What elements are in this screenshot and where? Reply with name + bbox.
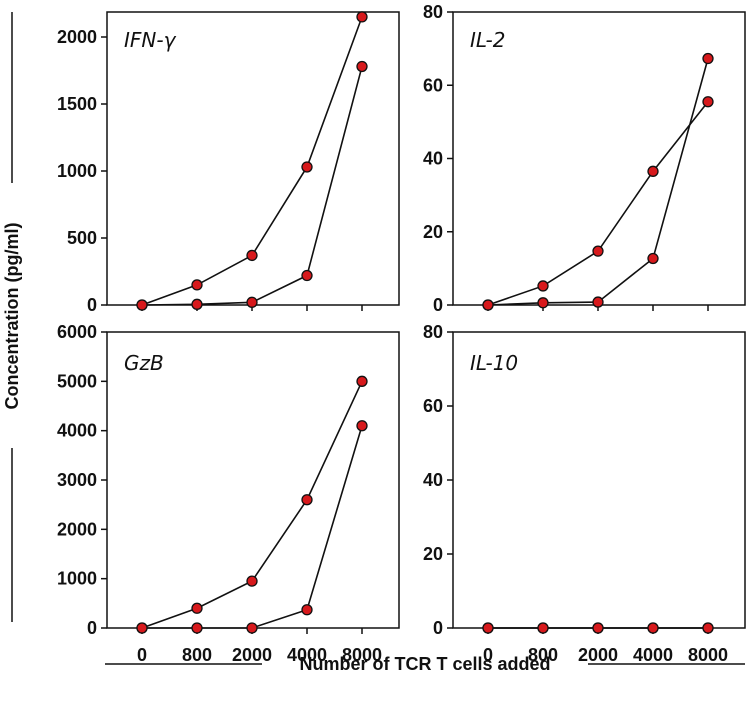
data-point	[356, 420, 368, 432]
y-axis-title: Concentration (pg/ml)	[2, 223, 22, 410]
data-point	[482, 622, 494, 634]
data-point	[702, 622, 714, 634]
y-tick-label: 0	[87, 295, 97, 315]
y-tick-label: 0	[433, 618, 443, 638]
data-point	[301, 604, 313, 616]
series-line-1	[141, 16, 363, 306]
data-point	[246, 575, 258, 587]
series-line-1	[487, 101, 709, 306]
data-point	[592, 296, 604, 308]
data-point	[647, 252, 659, 265]
y-tick-label: 4000	[57, 421, 97, 441]
y-tick-label: 80	[423, 322, 443, 342]
series-line-1	[141, 380, 363, 629]
series-line-2	[487, 58, 709, 306]
panel-frame	[106, 11, 400, 306]
y-tick-label: 1000	[57, 161, 97, 181]
data-point	[537, 280, 549, 292]
data-point	[301, 494, 313, 506]
data-point	[301, 161, 313, 173]
series-line-2	[142, 425, 363, 629]
panel-title: IL-2	[470, 28, 505, 52]
chart-panel-1: 0 500 1000 1500 2000 IFN-γ	[57, 11, 400, 315]
panel-frame	[452, 11, 746, 306]
data-point	[191, 602, 203, 614]
x-tick-label: 2000	[232, 645, 272, 665]
x-tick-label: 4000	[287, 645, 327, 665]
data-point	[191, 279, 203, 291]
y-tick-label: 2000	[57, 27, 97, 47]
x-tick-label: 800	[528, 645, 558, 665]
y-tick-label: 0	[433, 295, 443, 315]
y-tick-label: 500	[67, 228, 97, 248]
data-point	[301, 269, 313, 282]
panel-title: IL-10	[470, 351, 518, 375]
x-tick-label: 2000	[578, 645, 618, 665]
x-axis-title: Number of TCR T cells added	[299, 654, 550, 674]
chart-panel-3: 0 1000 2000 3000 4000 5000 6000 0 800 2000 4000 800…	[57, 322, 400, 665]
y-tick-label: 2000	[57, 519, 97, 539]
y-tick-label: 6000	[57, 322, 97, 342]
data-point	[537, 622, 549, 634]
data-point	[136, 299, 148, 311]
x-tick-label: 8000	[688, 645, 728, 665]
y-tick-label: 40	[423, 470, 443, 490]
data-point	[191, 622, 203, 634]
data-point	[647, 165, 659, 177]
data-point	[537, 297, 549, 309]
panel-title: IFN-γ	[124, 28, 177, 52]
y-tick-label: 20	[423, 544, 443, 564]
y-tick-label: 60	[423, 75, 443, 95]
data-point	[702, 52, 714, 65]
y-tick-label: 1500	[57, 94, 97, 114]
data-point	[246, 296, 258, 308]
y-tick-label: 3000	[57, 470, 97, 490]
x-tick-label: 0	[483, 645, 493, 665]
y-tick-label: 80	[423, 2, 443, 22]
series-line-2	[141, 66, 363, 306]
data-point	[702, 96, 714, 108]
y-tick-label: 5000	[57, 371, 97, 391]
x-tick-label: 4000	[633, 645, 673, 665]
data-point	[592, 245, 604, 257]
y-tick-label: 60	[423, 396, 443, 416]
chart-panel-2: 0 20 40 60 80 IL-2	[423, 2, 746, 315]
data-point	[482, 299, 494, 311]
x-tick-label: 800	[182, 645, 212, 665]
data-point	[356, 11, 368, 23]
panel-frame	[452, 331, 746, 629]
y-tick-label: 1000	[57, 569, 97, 589]
data-point	[592, 622, 604, 634]
x-tick-label: 0	[137, 645, 147, 665]
data-point	[246, 622, 258, 634]
data-point	[191, 298, 203, 310]
x-tick-label: 8000	[342, 645, 382, 665]
data-point	[136, 622, 148, 634]
y-tick-label: 20	[423, 222, 443, 242]
y-tick-label: 0	[87, 618, 97, 638]
panel-title: GzB	[124, 351, 164, 375]
data-point	[356, 375, 368, 387]
data-point	[356, 60, 368, 73]
data-point	[647, 622, 659, 634]
y-tick-label: 40	[423, 149, 443, 169]
data-point	[246, 249, 258, 262]
